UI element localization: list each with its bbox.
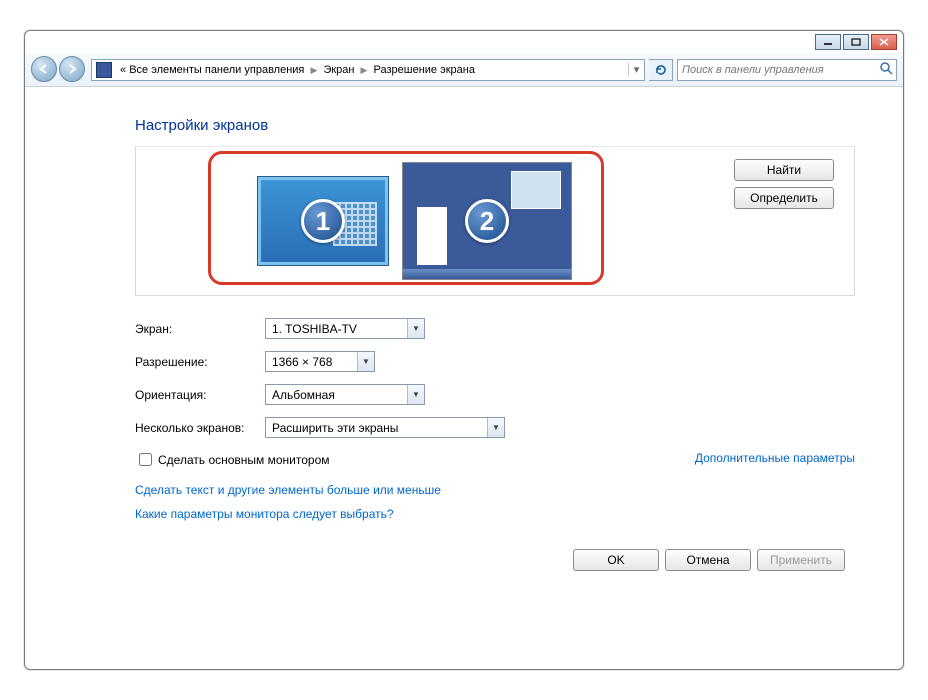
navbar: « Все элементы панели управления ▶ Экран…	[25, 53, 903, 87]
monitor-1[interactable]: 1	[258, 177, 388, 265]
cancel-button[interactable]: Отмена	[665, 549, 751, 571]
back-button[interactable]	[31, 56, 57, 82]
display-select[interactable]: 1. TOSHIBA-TV ▼	[265, 318, 425, 339]
content-area: Настройки экранов 1 2 Найти Определить	[25, 87, 903, 581]
page-heading: Настройки экранов	[135, 117, 855, 134]
detect-button[interactable]: Определить	[734, 187, 834, 209]
orientation-select[interactable]: Альбомная ▼	[265, 384, 425, 405]
ok-button[interactable]: OK	[573, 549, 659, 571]
minimize-button[interactable]	[815, 34, 841, 50]
label-display: Экран:	[135, 322, 265, 336]
window-frame: « Все элементы панели управления ▶ Экран…	[24, 30, 904, 670]
label-resolution: Разрешение:	[135, 355, 265, 369]
resolution-value: 1366 × 768	[272, 355, 332, 369]
text-size-link[interactable]: Сделать текст и другие элементы больше и…	[135, 483, 855, 497]
chevron-down-icon: ▼	[357, 352, 374, 371]
monitor-number-badge: 2	[465, 199, 509, 243]
monitor-area[interactable]: 1 2	[136, 147, 694, 295]
crumb-prefix: «	[120, 64, 126, 76]
apply-button[interactable]: Применить	[757, 549, 845, 571]
orientation-value: Альбомная	[272, 388, 335, 402]
search-icon[interactable]	[876, 61, 896, 78]
address-dropdown-icon[interactable]: ▾	[628, 63, 644, 76]
address-bar[interactable]: « Все элементы панели управления ▶ Экран…	[91, 59, 645, 81]
make-primary-checkbox[interactable]	[139, 453, 152, 466]
make-primary-label: Сделать основным монитором	[158, 453, 330, 467]
which-settings-link[interactable]: Какие параметры монитора следует выбрать…	[135, 507, 855, 521]
chevron-down-icon: ▼	[407, 385, 424, 404]
label-multi: Несколько экранов:	[135, 421, 265, 435]
breadcrumb: « Все элементы панели управления ▶ Экран…	[116, 64, 479, 76]
label-orientation: Ориентация:	[135, 388, 265, 402]
search-input[interactable]	[678, 63, 876, 77]
settings-form: Экран: 1. TOSHIBA-TV ▼ Разрешение: 1366 …	[135, 318, 855, 469]
crumb-3[interactable]: Разрешение экрана	[374, 64, 475, 76]
refresh-button[interactable]	[649, 59, 673, 81]
monitor-2-taskbar	[403, 269, 571, 279]
forward-button[interactable]	[59, 56, 85, 82]
maximize-button[interactable]	[843, 34, 869, 50]
crumb-sep-icon: ▶	[307, 65, 320, 75]
display-value: 1. TOSHIBA-TV	[272, 322, 357, 336]
crumb-2[interactable]: Экран	[323, 64, 354, 76]
monitor-2-window-icon	[417, 207, 447, 265]
help-links: Сделать текст и другие элементы больше и…	[135, 483, 855, 521]
crumb-sep-icon: ▶	[358, 65, 371, 75]
search-box[interactable]	[677, 59, 897, 81]
close-button[interactable]	[871, 34, 897, 50]
find-button[interactable]: Найти	[734, 159, 834, 181]
panel-side-buttons: Найти Определить	[694, 147, 854, 295]
resolution-select[interactable]: 1366 × 768 ▼	[265, 351, 375, 372]
monitor-number-badge: 1	[301, 199, 345, 243]
monitor-2[interactable]: 2	[402, 162, 572, 280]
monitor-2-window-icon	[511, 171, 561, 209]
monitor-preview-panel: 1 2 Найти Определить	[135, 146, 855, 296]
chevron-down-icon: ▼	[407, 319, 424, 338]
multi-value: Расширить эти экраны	[272, 421, 398, 435]
multi-display-select[interactable]: Расширить эти экраны ▼	[265, 417, 505, 438]
control-panel-icon	[96, 62, 112, 78]
chevron-down-icon: ▼	[487, 418, 504, 437]
refresh-icon	[654, 63, 668, 77]
advanced-settings-link[interactable]: Дополнительные параметры	[695, 451, 855, 465]
nav-back-forward	[31, 56, 87, 84]
crumb-1[interactable]: Все элементы панели управления	[129, 64, 304, 76]
titlebar	[25, 31, 903, 53]
dialog-buttons: OK Отмена Применить	[135, 549, 855, 571]
